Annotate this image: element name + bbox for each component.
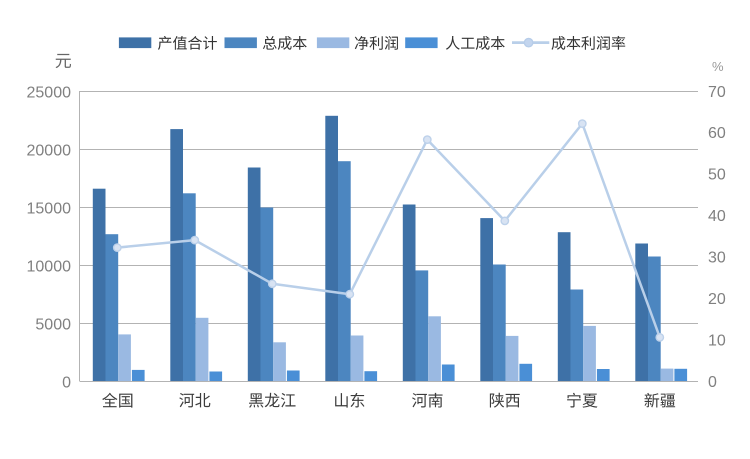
svg-text:%: % <box>712 59 724 74</box>
svg-text:30: 30 <box>708 250 726 267</box>
svg-text:0: 0 <box>708 374 717 391</box>
svg-text:10: 10 <box>708 332 726 349</box>
svg-text:20: 20 <box>708 291 726 308</box>
svg-text:20000: 20000 <box>27 142 72 159</box>
svg-text:60: 60 <box>708 125 726 142</box>
svg-text:25000: 25000 <box>27 84 72 101</box>
svg-text:40: 40 <box>708 208 726 225</box>
svg-text:10000: 10000 <box>27 258 72 275</box>
svg-text:70: 70 <box>708 84 726 101</box>
svg-text:0: 0 <box>62 374 71 391</box>
svg-text:15000: 15000 <box>27 200 72 217</box>
svg-text:50: 50 <box>708 167 726 184</box>
svg-text:5000: 5000 <box>35 316 71 333</box>
